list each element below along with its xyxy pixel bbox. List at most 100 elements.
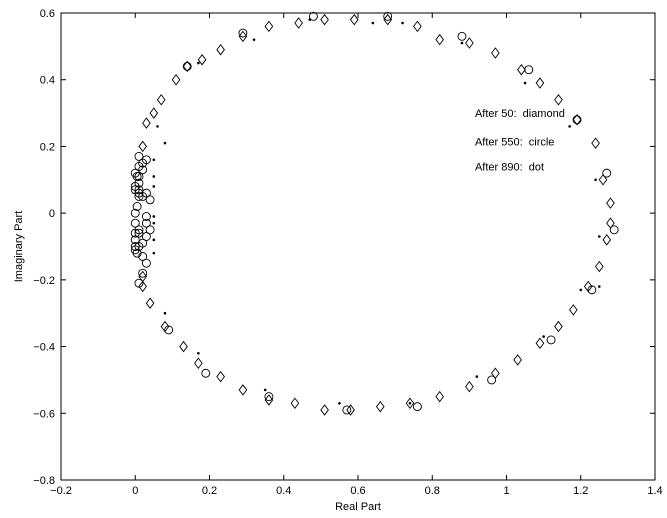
annotation-circle: After 550: circle [475,136,554,148]
x-tick-label: 1.4 [647,485,662,497]
dot-point [542,335,545,338]
circle-point [141,258,151,268]
diamond-point [375,400,385,413]
y-tick-label: 0 [49,208,55,220]
circle-point [134,278,144,288]
dot-point [308,18,312,21]
x-tick-label: 0.2 [202,485,217,497]
circle-point [138,268,148,278]
x-tick-label: 0 [132,485,138,497]
diamond-point [290,397,300,410]
diamond-point [465,380,474,393]
circle-point [546,335,556,345]
diamond-point [513,354,522,366]
diamond-point [591,137,600,149]
dot-point [338,401,341,405]
circle-point [264,392,274,402]
diamond-point [320,404,329,416]
diamond-point [264,20,274,33]
diamond-point [435,33,444,46]
diamond-point [138,280,147,293]
diamond-point [194,357,203,369]
circle-point [487,375,497,385]
diamond-point [405,397,415,410]
diamond-point [182,60,192,73]
diamond-point [156,93,166,106]
dot-point [263,388,267,392]
circle-point [238,28,248,38]
circle-point [457,31,467,41]
annotation-diamond: After 50: diamond [475,108,565,120]
circle-point [609,225,619,235]
circle-point [130,235,140,245]
dot-point [156,125,159,128]
x-tick-label: 0.4 [276,485,291,497]
diamond-point [145,297,155,309]
diamond-point [491,367,500,380]
circle-point [572,115,582,125]
diamond-point [602,234,612,246]
circle-point [141,218,151,228]
circle-point [524,65,534,75]
x-axis-label: Real Part [335,501,381,513]
diamond-point [554,320,563,333]
diamond-point [554,93,563,106]
diamond-point [138,140,147,153]
annotation-dot: After 890: dot [475,161,544,173]
dot-point [594,178,597,182]
y-tick-label: 0.2 [40,141,55,153]
circle-point [141,232,151,241]
dot-point [152,158,156,162]
diamond-point [238,384,248,396]
dot-point [598,285,601,288]
dot-point [371,21,375,25]
diamond-point [598,174,608,186]
diamond-point [535,77,545,89]
y-tick-label: −0.2 [33,275,55,287]
diamond-point [517,63,526,76]
circle-point [138,252,148,261]
diamond-point [572,113,582,126]
diamond-point [465,37,474,49]
circle-point [130,218,140,228]
diamond-point [413,20,422,33]
circle-point [602,168,612,178]
circle-point [587,285,597,295]
circle-point [134,161,144,171]
y-tick-label: −0.4 [33,342,55,354]
diamond-point [595,260,604,273]
diamond-point [606,197,615,209]
data-points [130,11,619,416]
circle-point [130,182,140,191]
circle-point [141,155,151,165]
diamond-point [491,47,500,59]
dot-point [163,141,167,145]
circle-point [132,202,142,211]
diamond-point [264,394,274,406]
diamond-point [216,370,225,383]
dot-point [197,351,200,355]
diamond-point [216,43,225,56]
circle-point [134,151,144,161]
diamond-point [383,13,393,26]
y-tick-label: −0.8 [33,475,55,487]
diamond-point [294,17,303,29]
y-tick-label: 0.6 [40,8,55,20]
dot-point [152,221,156,225]
x-tick-label: 1.2 [573,485,588,497]
plot-border [60,12,656,481]
circle-point [134,225,144,235]
diamond-point [171,73,181,86]
dot-point [401,21,404,25]
dot-point [152,251,156,255]
circle-point [342,405,352,415]
diamond-point [238,30,248,43]
dot-point [197,61,200,65]
x-tick-label: −0.2 [50,485,72,497]
circle-point [134,228,144,238]
diamond-point [197,53,207,66]
y-axis-ticks: −0.8 −0.6 −0.4 −0.2 0 0.2 0.4 0.6 [33,8,655,487]
x-tick-label: 0.6 [350,485,365,497]
circle-point [309,11,318,21]
